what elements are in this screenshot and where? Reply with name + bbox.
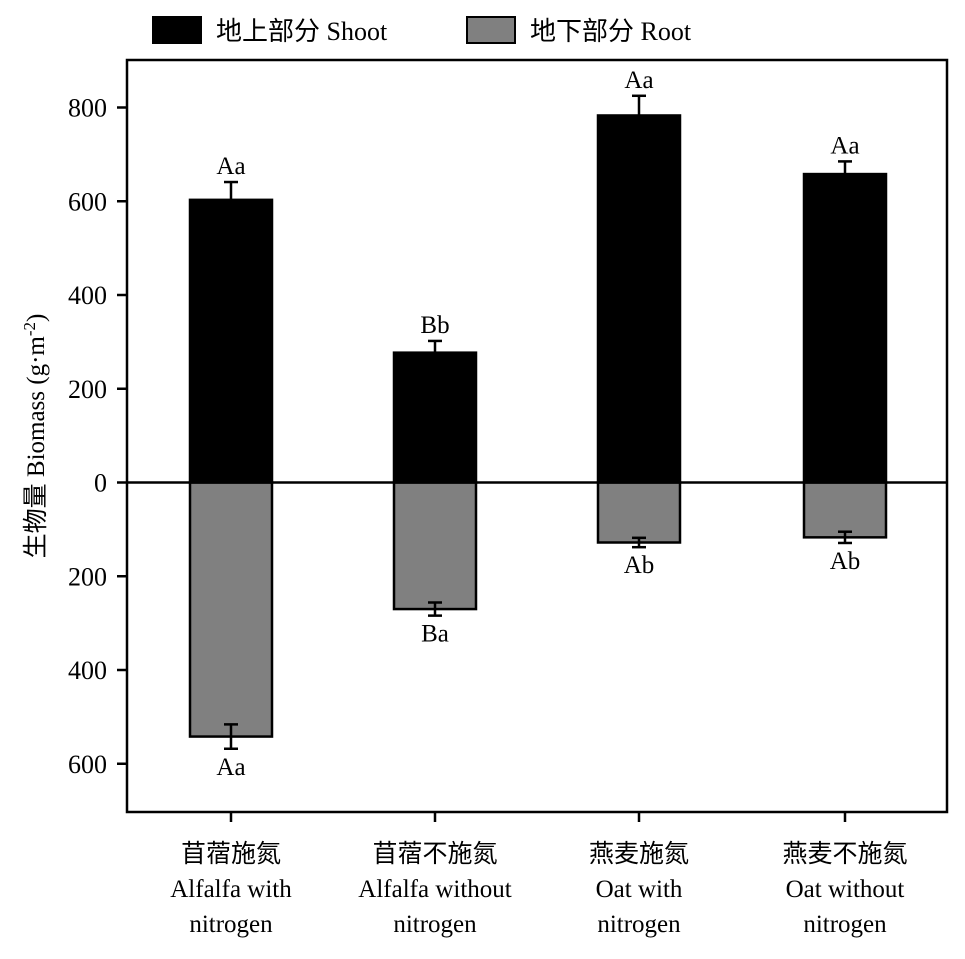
significance-label: Aa bbox=[624, 67, 653, 94]
shoot-bar-2 bbox=[392, 351, 478, 484]
significance-label: Bb bbox=[420, 312, 449, 339]
root-bar-2 bbox=[392, 481, 478, 611]
y-tick-label: 200 bbox=[68, 562, 107, 591]
root-bar-1 bbox=[188, 481, 274, 738]
y-axis-title-superscript: -2 bbox=[20, 322, 39, 336]
category-label: Oat without bbox=[786, 876, 905, 903]
y-tick-label: 200 bbox=[68, 375, 107, 404]
y-tick-label: 600 bbox=[68, 750, 107, 779]
significance-label: Ba bbox=[421, 621, 449, 648]
y-tick-label: 800 bbox=[68, 94, 107, 123]
legend-label-root: 地下部分 Root bbox=[530, 17, 692, 46]
legend-swatch-root bbox=[466, 16, 516, 44]
category-label: Alfalfa with bbox=[170, 876, 292, 903]
y-tick-label: 0 bbox=[94, 469, 107, 498]
y-axis-title: 生物量 Biomass (g·m-2) bbox=[20, 314, 50, 559]
legend-swatch-shoot bbox=[152, 16, 202, 44]
significance-label: Aa bbox=[216, 754, 245, 781]
y-axis: 800 600 400 200 0 200 400 600 bbox=[68, 94, 127, 779]
shoot-bar-1 bbox=[188, 198, 274, 484]
category-label: 燕麦施氮 bbox=[589, 840, 689, 868]
y-axis-title-close: ) bbox=[23, 314, 50, 322]
category-label: 燕麦不施氮 bbox=[782, 840, 907, 868]
shoot-bar-3 bbox=[596, 114, 682, 484]
y-tick-label: 400 bbox=[68, 656, 107, 685]
category-label: 苜蓿施氮 bbox=[181, 840, 281, 868]
significance-label: Aa bbox=[216, 153, 245, 180]
shoot-bar-4 bbox=[802, 172, 888, 484]
root-bar-3 bbox=[596, 481, 682, 544]
y-axis-title-text: 生物量 Biomass (g·m bbox=[22, 336, 50, 559]
category-label: nitrogen bbox=[393, 911, 477, 938]
category-label: Oat with bbox=[596, 876, 683, 903]
legend-label-shoot: 地上部分 Shoot bbox=[216, 17, 388, 46]
category-label: nitrogen bbox=[803, 911, 887, 938]
category-label: nitrogen bbox=[189, 911, 273, 938]
x-axis: 苜蓿施氮 Alfalfa with nitrogen 苜蓿不施氮 Alfalfa wit… bbox=[170, 812, 908, 938]
category-label: Alfalfa without bbox=[358, 876, 511, 903]
significance-label: Aa bbox=[830, 132, 859, 159]
category-label: 苜蓿不施氮 bbox=[372, 840, 497, 868]
y-tick-label: 600 bbox=[68, 187, 107, 216]
legend: 地上部分 Shoot 地下部分 Root bbox=[152, 16, 692, 46]
y-tick-label: 400 bbox=[68, 281, 107, 310]
bars bbox=[188, 94, 888, 750]
significance-label: Ab bbox=[830, 548, 861, 575]
significance-label: Ab bbox=[624, 552, 655, 579]
plot-frame bbox=[125, 58, 949, 814]
significance-labels: Aa Bb Aa Aa Aa Ba Ab Ab bbox=[216, 67, 860, 781]
category-label: nitrogen bbox=[597, 911, 681, 938]
root-bar-4 bbox=[802, 481, 888, 539]
